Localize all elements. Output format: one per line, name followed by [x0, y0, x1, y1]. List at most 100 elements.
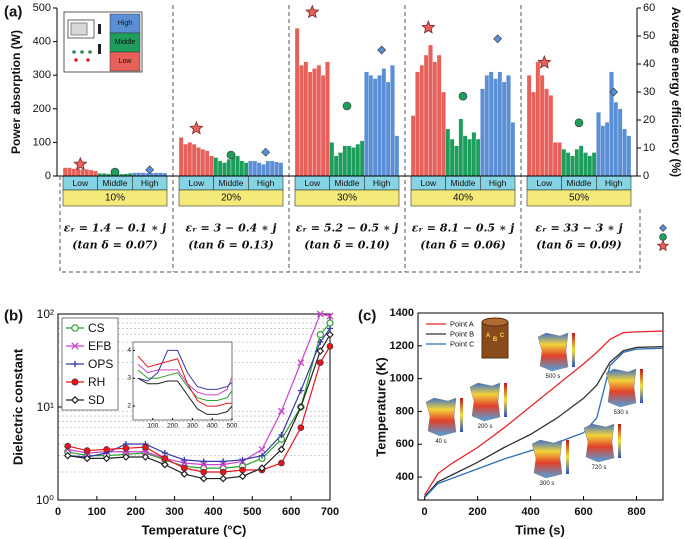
data-point	[297, 403, 305, 411]
data-point	[326, 342, 334, 350]
inset-x-tick-label: 400	[207, 423, 218, 430]
bar	[385, 81, 391, 177]
data-point	[316, 359, 324, 366]
bar	[364, 71, 369, 177]
data-point	[122, 453, 130, 461]
bar	[307, 71, 313, 177]
dot	[72, 50, 76, 54]
axis-frame	[56, 8, 638, 177]
efficiency-marker	[458, 91, 468, 101]
data-point	[277, 445, 286, 454]
data-point	[161, 450, 168, 457]
bar	[226, 159, 232, 177]
bar	[458, 118, 464, 177]
colorbar	[640, 369, 643, 403]
colorbar	[504, 383, 507, 417]
bar	[252, 160, 258, 177]
data-point	[199, 474, 208, 483]
dashed-box	[59, 176, 641, 273]
efficiency-marker	[110, 167, 120, 177]
bar	[591, 152, 597, 177]
bar	[265, 160, 271, 177]
data-point	[161, 460, 169, 469]
bar	[338, 152, 343, 177]
group-box	[62, 189, 168, 207]
data-point	[219, 461, 227, 469]
x-tick-label: 400	[521, 506, 539, 518]
y-axis-title: Temperature (K)	[374, 357, 389, 456]
data-line	[424, 330, 664, 496]
legend-marker	[659, 233, 667, 241]
port	[98, 24, 101, 34]
data-point	[239, 456, 246, 463]
y2-tick-label: 50	[643, 30, 655, 42]
y2-tick-label: 10	[643, 142, 655, 154]
bar	[187, 142, 193, 177]
data-point	[326, 312, 334, 320]
bar	[578, 145, 584, 177]
legend-label: OPS	[88, 357, 113, 371]
bar	[62, 167, 68, 177]
data-point	[83, 447, 91, 454]
bar	[561, 148, 567, 177]
bar	[604, 122, 610, 177]
data-point	[63, 451, 72, 460]
y-tick-label: 1000	[390, 373, 414, 385]
loss-tangent: (tan δ = 0.07)	[72, 239, 157, 252]
bar	[622, 128, 627, 177]
bar	[325, 61, 330, 177]
bar	[183, 143, 188, 177]
bar	[390, 64, 395, 177]
y-tick-label: 400	[396, 471, 414, 483]
bar	[351, 147, 356, 177]
data-point	[122, 444, 130, 452]
bar	[445, 128, 451, 177]
bar	[140, 172, 146, 177]
legend-label: RH	[88, 375, 105, 389]
loss-tangent: (tan δ = 0.10)	[304, 239, 389, 252]
dot	[80, 50, 84, 54]
x-tick-label: 600	[574, 506, 592, 518]
bar	[570, 155, 575, 177]
bar	[613, 101, 619, 177]
legend-label: CS	[88, 321, 105, 335]
bar	[574, 148, 580, 177]
bar	[539, 75, 545, 177]
legend-label: Middle	[115, 39, 136, 46]
legend-marker	[71, 378, 79, 386]
bar	[158, 172, 163, 177]
snapshot-image	[469, 382, 501, 422]
bar	[320, 75, 326, 177]
data-point	[219, 474, 227, 483]
bar	[497, 71, 503, 177]
legend-swatch	[109, 51, 141, 72]
inset-x-tick-label: 300	[187, 423, 198, 430]
data-point	[180, 459, 188, 467]
bar	[423, 54, 429, 177]
data-point	[259, 452, 265, 459]
y-tick-label: 0	[45, 170, 51, 182]
data-point	[316, 347, 325, 355]
y-tick-label: 600	[396, 438, 414, 450]
legend-label: Point C	[450, 340, 475, 349]
inset-y-tick-label: 4	[127, 347, 131, 354]
cylinder-label: C	[500, 333, 505, 339]
bar	[565, 152, 571, 177]
panel-label: (a)	[4, 4, 22, 21]
bar	[454, 145, 459, 177]
y2-axis-title: Average energy efficiency (%)	[669, 7, 683, 177]
bar	[475, 138, 481, 177]
data-point	[326, 330, 334, 339]
data-point	[83, 454, 91, 463]
data-line	[424, 345, 664, 498]
data-point	[141, 453, 150, 461]
bar	[153, 172, 159, 177]
x-axis-title: Temperature (°C)	[142, 523, 247, 538]
segment-label: High	[257, 178, 275, 188]
bar	[377, 75, 382, 177]
loss-tangent: (tan δ = 0.09)	[536, 239, 621, 252]
data-point	[277, 407, 285, 415]
bar	[552, 142, 558, 177]
bar	[510, 122, 516, 177]
data-point	[220, 458, 227, 465]
